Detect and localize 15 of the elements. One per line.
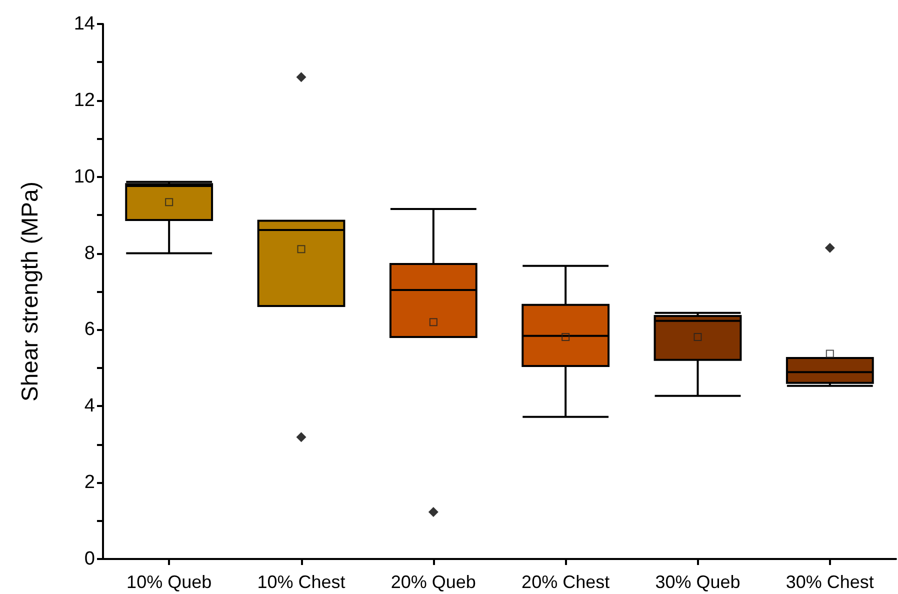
y-tick-label: 10 [74, 166, 95, 188]
x-tick-label: 20% Queb [390, 572, 476, 592]
x-tick-label: 30% Queb [655, 572, 740, 592]
x-tick-label: 20% Chest [522, 572, 610, 592]
x-tick-label: 30% Chest [786, 572, 874, 592]
y-tick-label: 0 [84, 548, 95, 570]
x-tick-label: 10% Queb [126, 572, 212, 592]
y-tick-label: 8 [84, 242, 95, 264]
y-tick-label: 6 [84, 319, 95, 340]
x-tick-label: 10% Chest [257, 572, 346, 592]
y-tick-label: 12 [74, 90, 95, 111]
y-tick-label: 14 [74, 14, 96, 34]
y-tick-label: 4 [84, 396, 96, 417]
y-axis-title: Shear strength (MPa) [16, 182, 42, 402]
y-tick-label: 2 [84, 472, 95, 494]
